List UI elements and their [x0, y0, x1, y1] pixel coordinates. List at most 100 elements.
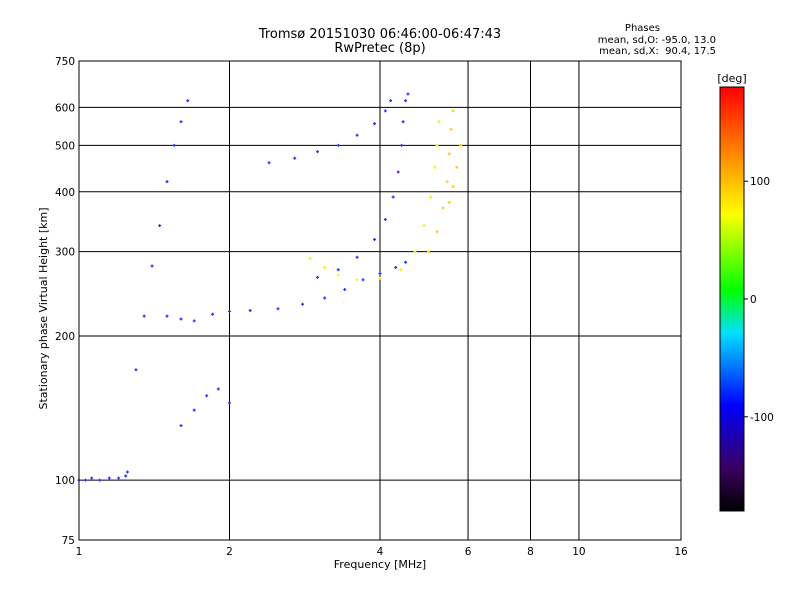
y-axis-label: Stationary phase Virtual Height [km]: [37, 207, 50, 409]
x-axis: 1 2 4 6 8 10 16: [76, 546, 688, 558]
data-point: [435, 143, 439, 147]
data-point: [447, 200, 451, 204]
data-point: [396, 170, 400, 174]
data-point: [394, 265, 398, 269]
data-point: [150, 264, 154, 268]
grid: [79, 61, 681, 540]
plot-frame: [78, 60, 682, 541]
colorbar-ticks: 100 0 -100: [744, 176, 774, 424]
data-point: [413, 250, 417, 254]
data-point: [124, 474, 128, 478]
x-tick-label: 4: [377, 546, 384, 558]
data-point: [216, 387, 220, 391]
phase-stats-o: mean, sd,O: -95.0, 13.0: [597, 35, 716, 46]
y-axis: 75 100 200 300 400 500 600 750: [55, 56, 75, 547]
chart-subtitle: RwPretec (8p): [334, 41, 426, 56]
data-point: [192, 408, 196, 412]
data-point: [404, 99, 408, 103]
x-tick-label: 6: [465, 546, 472, 558]
chart-title: Tromsø 20151030 06:46:00-06:47:43: [258, 27, 502, 42]
data-point: [192, 319, 196, 323]
data-point: [179, 120, 183, 124]
data-point: [355, 133, 359, 137]
data-point: [336, 273, 340, 277]
data-point: [422, 224, 426, 228]
data-point: [316, 275, 320, 279]
y-tick-label: 500: [55, 140, 75, 152]
data-point: [248, 309, 252, 313]
x-axis-label: Frequency [MHz]: [334, 558, 426, 571]
data-point: [445, 180, 449, 184]
x-tick-label: 1: [76, 546, 83, 558]
data-point: [90, 476, 94, 480]
data-point: [323, 265, 327, 269]
data-point: [98, 478, 102, 482]
data-point: [158, 224, 162, 228]
data-point: [276, 307, 280, 311]
data-point: [378, 276, 382, 280]
y-tick-label: 75: [62, 535, 75, 547]
data-point: [378, 272, 382, 276]
y-tick-label: 200: [55, 331, 75, 343]
data-point: [429, 195, 433, 199]
data-point: [391, 195, 395, 199]
data-point: [228, 309, 231, 313]
data-point: [435, 230, 439, 234]
data-point: [336, 268, 340, 272]
data-point: [336, 143, 340, 147]
data-point: [165, 314, 169, 318]
colorbar: [719, 86, 745, 512]
data-point: [383, 218, 387, 222]
data-point: [433, 165, 437, 169]
data-point: [83, 478, 87, 482]
data-point: [361, 278, 365, 282]
data-point: [179, 424, 183, 428]
y-tick-label: 600: [55, 102, 75, 114]
colorbar-label: [deg]: [717, 72, 746, 85]
data-point: [179, 317, 183, 321]
data-point: [459, 143, 463, 147]
data-point: [293, 156, 297, 160]
data-point: [373, 122, 377, 126]
x-tick-label: 16: [674, 546, 688, 558]
data-point: [373, 237, 377, 241]
data-point: [205, 394, 209, 398]
data-point: [267, 161, 271, 165]
phase-stats-heading: Phases: [624, 23, 660, 34]
data-point: [125, 470, 129, 474]
data-point: [355, 255, 359, 259]
data-point: [441, 206, 445, 210]
data-point: [404, 260, 408, 264]
data-point: [400, 143, 404, 147]
data-point: [301, 302, 305, 306]
data-point: [172, 143, 176, 147]
x-tick-label: 2: [226, 546, 233, 558]
data-point: [316, 150, 320, 154]
data-point: [437, 120, 441, 124]
data-point: [211, 312, 215, 316]
data-point: [399, 268, 403, 272]
data-point: [455, 165, 459, 169]
data-point: [389, 99, 393, 103]
colorbar-tick-label: 100: [750, 176, 770, 188]
data-point: [323, 296, 327, 300]
data-point: [451, 109, 455, 113]
data-point: [383, 109, 387, 113]
x-tick-label: 8: [527, 546, 534, 558]
data-point: [447, 152, 451, 156]
data-point: [117, 476, 121, 480]
data-point: [406, 92, 410, 96]
data-point: [451, 185, 455, 189]
y-tick-label: 400: [55, 187, 75, 199]
data-point: [449, 127, 453, 131]
data-point: [165, 180, 169, 184]
data-point: [186, 99, 190, 103]
y-tick-label: 100: [55, 475, 75, 487]
colorbar-tick-label: -100: [750, 412, 774, 424]
y-tick-label: 300: [55, 247, 75, 259]
y-tick-label: 750: [55, 56, 75, 68]
data-point: [401, 120, 405, 124]
x-tick-label: 10: [572, 546, 585, 558]
data-point: [142, 314, 146, 318]
